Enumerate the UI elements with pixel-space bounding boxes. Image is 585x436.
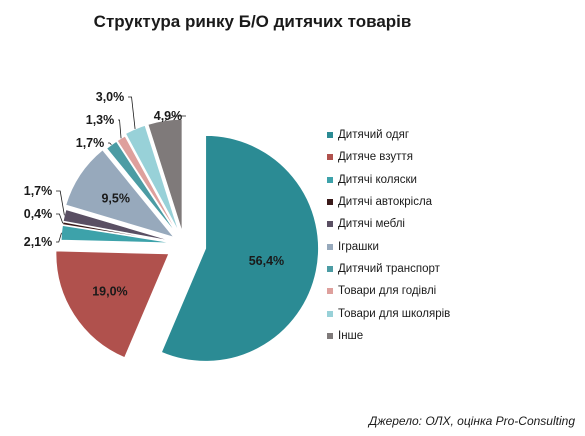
data-label-5: 1,7% — [24, 184, 53, 198]
chart-title: Структура ринку Б/О дитячих товарів — [93, 12, 412, 31]
leader-line-3 — [56, 232, 62, 243]
legend-swatch-2 — [327, 154, 333, 161]
legend-item-4: Дитячі автокрісла — [327, 191, 450, 213]
leader-line-4 — [56, 213, 64, 224]
leader-line-7 — [108, 142, 112, 145]
source-note: Джерело: ОЛХ, оцінка Pro-Consulting — [368, 414, 575, 428]
legend-swatch-1 — [327, 132, 333, 139]
data-label-8: 1,3% — [86, 113, 115, 127]
pie-slice-9 — [124, 124, 180, 234]
legend-label-9: Товари для школярів — [338, 307, 451, 320]
leader-line-9 — [128, 96, 136, 130]
legend-item-3: Дитячі коляски — [327, 169, 450, 191]
leader-line-5 — [56, 190, 65, 216]
data-label-4: 0,4% — [24, 207, 53, 221]
data-label-6: 9,5% — [101, 192, 130, 206]
legend-label-2: Дитяче взуття — [338, 151, 413, 164]
data-label-9: 3,0% — [96, 90, 125, 104]
legend-label-4: Дитячі автокрісла — [338, 196, 433, 209]
legend-label-6: Іграшки — [338, 240, 379, 253]
legend-item-5: Дитячі меблі — [327, 213, 450, 235]
legend-item-6: Іграшки — [327, 235, 450, 257]
legend-item-1: Дитячий одяг — [327, 124, 450, 146]
legend-label-8: Товари для годівлі — [338, 285, 437, 298]
legend-swatch-7 — [327, 265, 333, 272]
data-label-3: 2,1% — [24, 235, 53, 249]
legend-swatch-6 — [327, 243, 333, 250]
legend-label-10: Інше — [338, 329, 364, 342]
legend-item-9: Товари для школярів — [327, 302, 450, 324]
data-label-10: 4,9% — [154, 109, 183, 123]
legend-label-5: Дитячі меблі — [338, 218, 405, 231]
legend-swatch-5 — [327, 221, 333, 228]
legend-item-10: Інше — [327, 325, 450, 347]
data-label-7: 1,7% — [76, 136, 105, 150]
legend-swatch-3 — [327, 176, 333, 183]
legend-swatch-10 — [327, 332, 333, 339]
legend-swatch-4 — [327, 199, 333, 206]
chart-legend: Дитячий одяг Дитяче взуття Дитячі коляски Д… — [327, 124, 450, 347]
legend-swatch-8 — [327, 288, 333, 295]
data-label-2: 19,0% — [92, 285, 127, 299]
data-label-1: 56,4% — [249, 254, 284, 268]
leader-line-8 — [118, 119, 122, 139]
legend-item-8: Товари для годівлі — [327, 280, 450, 302]
legend-label-1: Дитячий одяг — [338, 129, 410, 142]
pie-slice-1 — [160, 134, 320, 362]
pie-slice-2 — [55, 250, 170, 359]
legend-item-2: Дитяче взуття — [327, 146, 450, 168]
legend-label-3: Дитячі коляски — [338, 173, 417, 186]
leader-line-10 — [164, 115, 186, 121]
pie-slice-6 — [65, 149, 176, 239]
legend-item-7: Дитячий транспорт — [327, 258, 450, 280]
legend-swatch-9 — [327, 310, 333, 317]
legend-label-7: Дитячий транспорт — [338, 262, 440, 275]
pie-slice-8 — [116, 135, 180, 236]
